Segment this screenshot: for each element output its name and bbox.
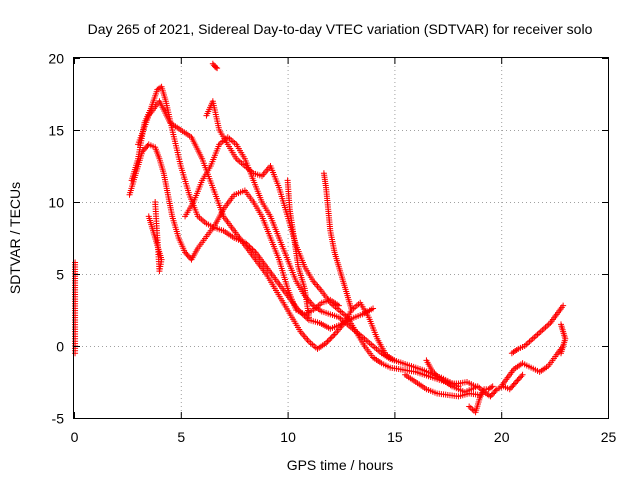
axis-ticks: 0 5 10 15 20 25 -5 0 5 10 15 20 — [48, 51, 616, 446]
data-point — [182, 249, 189, 256]
data-point — [509, 383, 516, 390]
x-tick-label: 5 — [177, 429, 185, 445]
x-tick-label: 0 — [71, 429, 79, 445]
data-point — [143, 144, 150, 151]
x-axis-label: GPS time / hours — [287, 457, 394, 473]
data-point — [558, 350, 565, 357]
data-point — [487, 393, 494, 400]
data-point — [325, 337, 332, 344]
chart-title: Day 265 of 2021, Sidereal Day-to-day VTE… — [88, 21, 593, 37]
data-point — [492, 387, 499, 394]
data-point — [488, 391, 495, 398]
grid-lines — [74, 58, 608, 418]
data-point — [370, 305, 377, 312]
data-point — [185, 253, 192, 260]
x-tick-label: 10 — [280, 429, 296, 445]
x-tick-label: 15 — [387, 429, 403, 445]
data-point — [519, 371, 526, 378]
x-tick-label: 20 — [494, 429, 510, 445]
data-point — [517, 374, 523, 381]
data-point — [330, 332, 337, 339]
data-point — [183, 250, 190, 257]
data-point — [213, 64, 220, 71]
data-point — [489, 383, 496, 390]
y-tick-label: -5 — [52, 411, 65, 427]
data-point — [141, 145, 148, 152]
data-point — [328, 334, 335, 341]
data-point — [513, 379, 520, 385]
data-point — [510, 381, 517, 388]
data-point — [491, 389, 498, 396]
data-point — [508, 384, 515, 391]
data-point — [488, 384, 495, 391]
x-tick-label: 25 — [601, 429, 617, 445]
data-point — [324, 338, 331, 345]
data-points — [72, 60, 569, 416]
data-point — [305, 314, 312, 321]
y-tick-label: 15 — [48, 123, 64, 139]
data-point — [327, 335, 334, 342]
data-point — [184, 252, 191, 259]
data-point — [490, 390, 497, 397]
data-point — [214, 65, 221, 72]
data-point — [511, 380, 518, 387]
y-tick-label: 5 — [56, 267, 64, 283]
y-tick-label: 20 — [48, 51, 64, 67]
y-tick-label: 0 — [56, 339, 64, 355]
y-axis-label: SDTVAR / TECUs — [7, 182, 23, 294]
y-tick-label: 10 — [48, 195, 64, 211]
data-point — [348, 307, 355, 313]
data-point — [560, 302, 567, 309]
data-point — [323, 340, 330, 347]
plot-frame — [73, 57, 609, 419]
data-point — [506, 386, 513, 393]
data-point — [514, 377, 521, 384]
data-point — [152, 199, 159, 205]
data-point — [518, 373, 525, 380]
data-point — [515, 376, 522, 383]
